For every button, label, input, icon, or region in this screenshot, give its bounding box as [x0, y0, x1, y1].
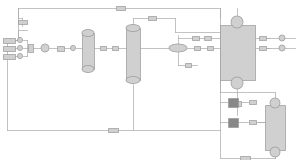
Bar — [259, 36, 266, 40]
Bar — [56, 45, 64, 51]
Circle shape — [231, 77, 243, 89]
Circle shape — [231, 16, 243, 28]
Bar — [203, 36, 211, 40]
Bar — [17, 20, 26, 24]
Bar — [3, 53, 15, 59]
Circle shape — [41, 44, 49, 52]
Bar — [207, 46, 213, 50]
Ellipse shape — [126, 24, 140, 32]
Circle shape — [279, 35, 285, 41]
Bar — [191, 36, 199, 40]
Circle shape — [17, 37, 22, 43]
Ellipse shape — [82, 29, 94, 36]
Bar — [259, 46, 266, 50]
Ellipse shape — [169, 44, 187, 52]
Bar — [228, 118, 238, 127]
Bar — [248, 100, 256, 104]
Ellipse shape — [82, 65, 94, 72]
Circle shape — [270, 98, 280, 108]
Bar — [185, 63, 191, 67]
Bar — [248, 120, 256, 124]
Bar — [112, 46, 118, 50]
Bar — [148, 16, 156, 20]
Bar — [228, 98, 238, 107]
Bar — [28, 44, 32, 52]
Bar — [233, 100, 241, 105]
Bar — [126, 28, 140, 80]
Circle shape — [70, 45, 76, 51]
Bar — [3, 37, 15, 43]
Bar — [108, 128, 118, 132]
Bar — [220, 25, 255, 80]
Bar — [116, 6, 124, 10]
Circle shape — [279, 45, 285, 51]
Bar — [265, 105, 285, 150]
Circle shape — [270, 147, 280, 157]
Circle shape — [17, 45, 22, 51]
Bar — [3, 45, 15, 51]
Bar — [82, 33, 94, 69]
Ellipse shape — [126, 76, 140, 84]
Bar — [194, 46, 200, 50]
Bar — [100, 46, 106, 50]
Circle shape — [17, 53, 22, 59]
Bar — [240, 156, 250, 160]
